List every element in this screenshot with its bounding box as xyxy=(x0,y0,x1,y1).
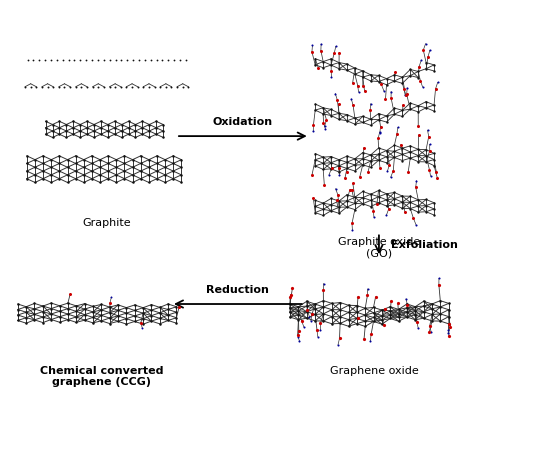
Text: Chemical converted
graphene (CCG): Chemical converted graphene (CCG) xyxy=(40,366,163,387)
Text: Oxidation: Oxidation xyxy=(213,117,273,127)
Text: Exfoliation: Exfoliation xyxy=(391,240,458,250)
Text: Graphene oxide: Graphene oxide xyxy=(329,366,419,376)
Text: Graphite oxide
(GO): Graphite oxide (GO) xyxy=(338,237,420,259)
Text: Reduction: Reduction xyxy=(206,285,270,295)
Text: Graphite: Graphite xyxy=(82,218,131,228)
